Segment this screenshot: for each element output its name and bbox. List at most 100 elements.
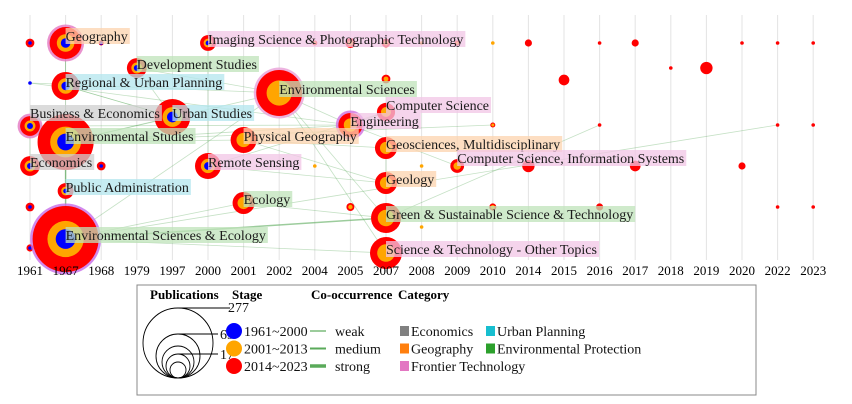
- category-label: Urban Planning: [497, 325, 585, 340]
- node-label: Environmental Sciences: [279, 81, 417, 98]
- stage-label: 2001~2013: [244, 343, 308, 358]
- legend-stage-title: Stage: [232, 287, 263, 302]
- minor-node: [740, 41, 744, 45]
- x-tick-label: 2000: [195, 263, 221, 278]
- category-label: Frontier Technology: [411, 360, 525, 375]
- node-label-text: Business & Economics: [30, 107, 160, 122]
- x-axis-ticks: 1961 1967 1968 1979 1997 2000 2001 2002 2004 2005…: [17, 263, 826, 278]
- stage-2014-2023-ring: [811, 123, 815, 127]
- node-label-background: [386, 136, 563, 152]
- stage-2014-2023-ring: [631, 39, 639, 47]
- x-tick-label: 2015: [551, 263, 577, 278]
- x-tick-label: 2005: [337, 263, 363, 278]
- category-label: Environmental Protection: [497, 343, 641, 358]
- cooccurrence-label: strong: [335, 360, 370, 375]
- minor-node: [490, 122, 496, 128]
- category-swatch: [486, 326, 495, 336]
- category-swatch: [400, 361, 409, 371]
- node-label-text: Regional & Urban Planning: [66, 76, 223, 91]
- node-label: Geosciences, Multidisciplinary: [386, 136, 563, 153]
- x-tick-label: 2014: [515, 263, 542, 278]
- minor-node: [25, 38, 35, 48]
- node-label-text: Engineering: [350, 115, 418, 130]
- node-label: Public Administration: [65, 179, 191, 196]
- node-label-background: [172, 105, 255, 121]
- minor-node: [631, 39, 639, 47]
- stage-2001-2013-ring: [419, 164, 424, 168]
- category-label: Economics: [411, 325, 473, 340]
- legend-cooccurrence-title: Co-occurrence: [311, 287, 393, 302]
- node-label: Regional & Urban Planning: [65, 74, 225, 91]
- node-label: Engineering: [350, 113, 421, 130]
- node-label-text: Economics: [30, 156, 92, 171]
- node-label: Business & Economics: [30, 105, 162, 122]
- node-label: Ecology: [243, 191, 293, 208]
- minor-node: [25, 202, 35, 212]
- stage-2014-2023-ring: [811, 205, 815, 209]
- minor-node: [597, 41, 602, 45]
- node-label: Development Studies: [136, 56, 259, 73]
- stage-1961-2000-core: [28, 41, 32, 45]
- node-label-text: Remote Sensing: [208, 156, 299, 171]
- stage-2014-2023-ring: [811, 41, 815, 45]
- minor-node: [597, 123, 602, 127]
- x-tick-label: 2010: [480, 263, 506, 278]
- node-label-text: Geography: [66, 30, 128, 45]
- edge-line: [385, 124, 600, 219]
- x-tick-label: 2022: [765, 263, 791, 278]
- stage-label: 1961~2000: [244, 325, 308, 340]
- publications-scale-value: 277: [228, 301, 249, 316]
- stage-2014-2023-ring: [669, 66, 673, 70]
- stage-1961-2000-core: [28, 205, 32, 209]
- minor-node: [811, 41, 815, 45]
- x-tick-label: 2016: [587, 263, 614, 278]
- stage-2014-2023-ring: [775, 205, 780, 209]
- node-label-background: [65, 128, 196, 144]
- node-label-text: Urban Studies: [172, 107, 252, 122]
- x-tick-label: 2017: [622, 263, 649, 278]
- node-label-text: Environmental Studies: [66, 130, 194, 145]
- stage-2014-2023-ring: [558, 74, 570, 86]
- publications-scale-circle: [169, 361, 187, 379]
- x-tick-label: 2019: [693, 263, 719, 278]
- stage-2001-2013-ring: [419, 225, 424, 229]
- x-tick-label: 1961: [17, 263, 43, 278]
- node-label-text: Science & Technology - Other Topics: [386, 243, 597, 258]
- node-label-background: [65, 227, 268, 243]
- minor-node: [738, 162, 746, 170]
- node-label-background: [30, 154, 95, 170]
- minor-node: [811, 123, 815, 127]
- cooccurrence-label: weak: [335, 325, 365, 340]
- stage-2014-2023-ring: [775, 41, 780, 45]
- minor-node: [775, 41, 780, 45]
- category-swatch: [400, 326, 409, 336]
- minor-node: [811, 205, 815, 209]
- node-label: Urban Studies: [172, 105, 255, 122]
- node-label: Geography: [65, 28, 130, 45]
- stage-2001-2013-ring: [348, 204, 353, 210]
- stage-2014-2023-ring: [597, 41, 602, 45]
- node-label-text: Environmental Sciences & Ecology: [66, 229, 266, 244]
- node-label-background: [65, 28, 130, 44]
- node-label: Environmental Sciences & Ecology: [65, 227, 268, 244]
- x-tick-label: 2007: [373, 263, 400, 278]
- node-label-text: Green & Sustainable Science & Technology: [386, 208, 633, 223]
- stage-2001-2013-ring: [383, 76, 389, 82]
- node-label-background: [386, 206, 636, 222]
- stage-swatch: [226, 340, 242, 357]
- node-label-background: [65, 74, 225, 90]
- node-label: Geology: [386, 171, 437, 188]
- node-label-background: [136, 56, 259, 72]
- node-labels: Geography Development Studies Regional & U…: [30, 28, 687, 258]
- node-label: Physical Geography: [243, 128, 359, 145]
- minor-node: [346, 203, 355, 211]
- stage-swatch: [226, 323, 242, 339]
- x-tick-label: 2009: [444, 263, 470, 278]
- legend-cooccurrence: weak medium strong: [310, 325, 381, 375]
- node-label-text: Development Studies: [137, 58, 257, 73]
- node-label-background: [386, 171, 437, 187]
- x-tick-label: 2001: [231, 263, 257, 278]
- stage-2001-2013-ring: [491, 123, 495, 127]
- node-label: Imaging Science & Photographic Technolog…: [208, 31, 466, 48]
